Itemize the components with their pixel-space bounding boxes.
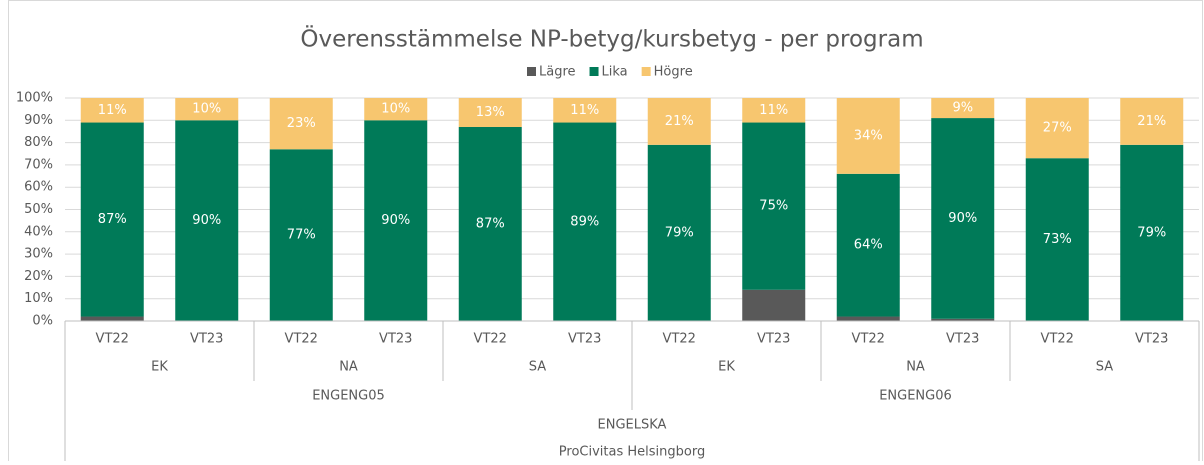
group-label: NA <box>906 360 925 375</box>
bar-segment <box>836 98 900 174</box>
x-tick-label: VT23 <box>190 332 223 347</box>
data-label: 27% <box>1043 121 1072 136</box>
x-tick-label: VT23 <box>757 332 790 347</box>
y-tick-label: 100% <box>16 91 53 106</box>
x-tick-label: VT23 <box>1135 332 1168 347</box>
x-tick-label: VT22 <box>474 332 507 347</box>
data-label: 87% <box>476 216 505 231</box>
bar-segment <box>931 98 995 119</box>
data-label: 10% <box>381 102 410 117</box>
legend-swatch <box>641 67 651 76</box>
legend-swatch <box>589 67 599 76</box>
x-tick-label: VT22 <box>852 332 885 347</box>
x-tick-label: VT23 <box>946 332 979 347</box>
group-label: EK <box>718 360 735 375</box>
data-label: 90% <box>192 213 221 228</box>
data-label: 73% <box>1043 232 1072 247</box>
bar-segment <box>364 120 428 321</box>
y-tick-label: 60% <box>24 180 53 195</box>
group-label: SA <box>1096 360 1113 375</box>
data-label: 89% <box>570 214 599 229</box>
bar-segment <box>458 126 522 322</box>
y-tick-label: 90% <box>24 113 53 128</box>
data-label: 79% <box>665 225 694 240</box>
bar-segment <box>742 289 806 321</box>
group-label: SA <box>529 360 546 375</box>
data-label: 23% <box>287 116 316 131</box>
x-tick-label: VT22 <box>1041 332 1074 347</box>
legend-swatch <box>527 67 536 76</box>
data-label: 21% <box>665 114 694 129</box>
x-tick-label: VT23 <box>568 332 601 347</box>
bar-segment <box>1025 158 1089 321</box>
data-label: 13% <box>476 105 505 120</box>
y-tick-label: 40% <box>24 224 53 239</box>
data-label: 9% <box>952 101 973 116</box>
chart-title: Överensstämmelse NP-betyg/kursbetyg - pe… <box>300 25 923 53</box>
bar-segment <box>647 98 711 145</box>
data-label: 10% <box>192 102 221 117</box>
y-tick-label: 50% <box>24 202 53 217</box>
x-tick-label: VT23 <box>379 332 412 347</box>
bar-segment <box>742 98 806 123</box>
bar-segment <box>80 316 144 321</box>
data-label: 64% <box>854 238 883 253</box>
data-label: 79% <box>1137 225 1166 240</box>
y-tick-label: 0% <box>32 314 53 329</box>
group-label: NA <box>339 360 358 375</box>
bar-segment <box>80 98 144 123</box>
data-label: 77% <box>287 228 316 243</box>
data-label: 21% <box>1137 114 1166 129</box>
bar-segment <box>742 122 806 290</box>
data-label: 11% <box>759 103 788 118</box>
bar-segment <box>836 173 900 317</box>
bar-segment <box>175 98 239 121</box>
bar-segment <box>647 144 711 321</box>
bar-segment <box>269 149 333 321</box>
y-tick-label: 10% <box>24 291 53 306</box>
bar-segment <box>175 120 239 321</box>
course-label: ENGENG05 <box>312 389 385 404</box>
y-tick-label: 80% <box>24 135 53 150</box>
legend-label: Lika <box>602 65 628 80</box>
bar-segment <box>364 98 428 121</box>
y-tick-label: 20% <box>24 269 53 284</box>
bar-segment <box>553 122 617 321</box>
bar-segment <box>1120 144 1184 321</box>
data-label: 11% <box>570 103 599 118</box>
x-tick-label: VT22 <box>96 332 129 347</box>
bar-segment <box>931 318 995 321</box>
bar-segment <box>458 98 522 127</box>
bar-segment <box>1120 98 1184 145</box>
bar-segment <box>1025 98 1089 159</box>
y-tick-label: 70% <box>24 157 53 172</box>
x-tick-label: VT22 <box>663 332 696 347</box>
bar-segment <box>269 98 333 150</box>
school-label: ProCivitas Helsingborg <box>559 445 705 460</box>
data-label: 90% <box>948 211 977 226</box>
group-label: EK <box>151 360 168 375</box>
data-label: 11% <box>98 103 127 118</box>
bar-segment <box>836 316 900 321</box>
bar-segment <box>80 122 144 317</box>
legend-label: Högre <box>654 65 693 80</box>
data-label: 75% <box>759 199 788 214</box>
data-label: 90% <box>381 213 410 228</box>
data-label: 34% <box>854 128 883 143</box>
y-tick-label: 30% <box>24 247 53 262</box>
legend-label: Lägre <box>539 65 576 80</box>
subject-label: ENGELSKA <box>598 418 667 433</box>
course-label: ENGENG06 <box>879 389 952 404</box>
x-tick-label: VT22 <box>285 332 318 347</box>
data-label: 87% <box>98 212 127 227</box>
bar-segment <box>553 98 617 123</box>
bar-segment <box>931 118 995 319</box>
